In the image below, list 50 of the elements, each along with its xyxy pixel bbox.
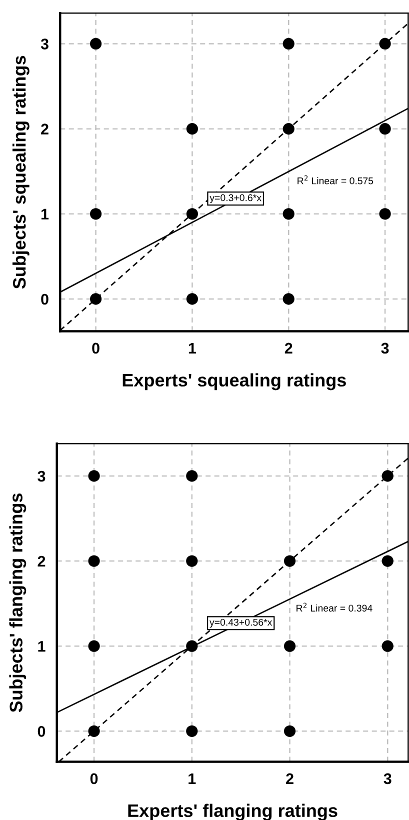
y-tick-label: 1 <box>38 641 46 652</box>
point <box>186 293 198 305</box>
annotation: y=0.3+0.6*x <box>210 194 262 204</box>
point <box>90 293 102 305</box>
point <box>379 208 391 220</box>
point <box>88 470 100 482</box>
y-axis-title: Subjects' squealing ratings <box>12 56 30 289</box>
annotation: y=0.43+0.56*x <box>210 618 272 628</box>
x-tick-label: 3 <box>381 342 389 354</box>
y-tick-label: 2 <box>38 556 46 567</box>
point <box>88 725 100 737</box>
point <box>284 640 296 652</box>
x-tick-label: 3 <box>384 773 392 784</box>
point <box>186 470 198 482</box>
point <box>284 725 296 737</box>
point <box>186 640 198 652</box>
point <box>282 123 294 135</box>
y-tick-label: 1 <box>41 208 49 220</box>
point <box>90 208 102 220</box>
point <box>382 555 394 567</box>
annotation: R$^{2}$ Linear = 0.575 <box>298 175 374 184</box>
point <box>382 470 394 482</box>
point <box>186 208 198 220</box>
point <box>186 555 198 567</box>
x-tick-label: 2 <box>284 342 292 354</box>
y-tick-label: 0 <box>38 726 46 737</box>
x-axis-title: Experts' squealing ratings <box>122 373 346 390</box>
point <box>282 293 294 305</box>
x-tick-label: 1 <box>188 342 196 354</box>
point <box>379 38 391 50</box>
point <box>379 123 391 135</box>
point <box>282 38 294 50</box>
x-tick-label: 1 <box>188 773 196 784</box>
point <box>382 640 394 652</box>
y-tick-label: 3 <box>38 470 46 482</box>
point <box>88 640 100 652</box>
y-axis-title: Subjects' flanging ratings <box>9 493 26 712</box>
x-tick-label: 0 <box>92 342 100 354</box>
point <box>284 555 296 567</box>
point <box>186 123 198 135</box>
y-tick-label: 3 <box>40 38 48 50</box>
point <box>186 725 198 737</box>
point <box>90 38 102 50</box>
annotation: R$^{2}$ Linear = 0.394 <box>296 602 372 612</box>
x-tick-label: 0 <box>90 773 98 784</box>
y-tick-label: 0 <box>41 294 48 305</box>
point <box>282 208 294 220</box>
y-tick-label: 2 <box>41 124 48 134</box>
point <box>88 555 100 567</box>
x-tick-label: 2 <box>286 773 294 784</box>
